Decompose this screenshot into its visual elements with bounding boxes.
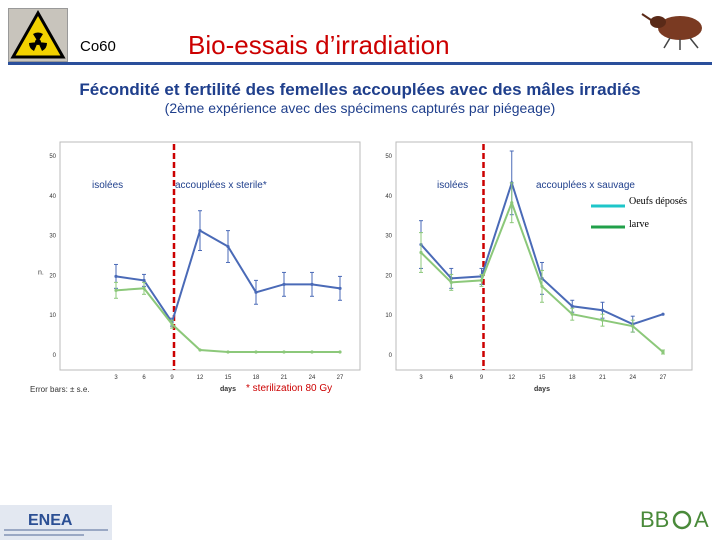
left-x-axis-label: days bbox=[220, 386, 236, 393]
left-data-point bbox=[310, 350, 314, 354]
radiation-warning-icon bbox=[8, 8, 68, 62]
right-x-tick-label: 21 bbox=[599, 375, 606, 381]
error-bars-note: Error bars: ± s.e. bbox=[30, 385, 90, 394]
right-x-tick-label: 27 bbox=[660, 375, 667, 381]
left-region-label-mated: accouplées x sterile* bbox=[175, 180, 267, 191]
left-data-point bbox=[114, 274, 118, 278]
bbca-logo: BB A bbox=[640, 505, 718, 535]
left-x-tick-label: 21 bbox=[281, 375, 288, 381]
left-y-tick-label: 0 bbox=[53, 353, 57, 359]
right-region-label-isolated: isolées bbox=[437, 180, 468, 191]
isotope-label: Co60 bbox=[80, 38, 116, 55]
left-data-point bbox=[142, 286, 146, 290]
right-region-label-mated: accouplées x sauvage bbox=[536, 180, 635, 191]
right-y-tick-label: 50 bbox=[385, 154, 392, 160]
left-data-point bbox=[254, 290, 258, 294]
right-plot-area bbox=[395, 141, 693, 371]
left-x-tick-label: 27 bbox=[337, 375, 344, 381]
right-data-point bbox=[540, 284, 544, 288]
right-x-tick-label: 24 bbox=[629, 375, 636, 381]
left-y-tick-label: 40 bbox=[49, 194, 56, 200]
left-x-tick-label: 12 bbox=[197, 375, 204, 381]
left-x-tick-label: 24 bbox=[309, 375, 316, 381]
right-y-tick-label: 30 bbox=[385, 234, 392, 240]
left-y-tick-label: 10 bbox=[49, 313, 56, 319]
right-x-tick-label: 12 bbox=[508, 375, 515, 381]
left-data-point bbox=[198, 348, 202, 352]
left-y-axis-label: n. bbox=[38, 269, 44, 276]
right-x-axis-label: days bbox=[534, 386, 550, 393]
left-data-point bbox=[254, 350, 258, 354]
right-data-point bbox=[631, 324, 635, 328]
left-data-point bbox=[282, 282, 286, 286]
page-title: Bio-essais d’irradiation bbox=[188, 30, 450, 60]
left-x-tick-label: 15 bbox=[225, 375, 232, 381]
right-data-point bbox=[479, 278, 484, 282]
left-data-point bbox=[114, 288, 118, 292]
right-data-point bbox=[510, 201, 514, 205]
subtitle: Fécondité et fertilité des femelles acco… bbox=[79, 80, 641, 99]
header-divider bbox=[8, 62, 712, 65]
left-y-tick-label: 50 bbox=[49, 154, 56, 160]
left-region-label-isolated: isolées bbox=[92, 180, 123, 191]
left-data-point bbox=[170, 322, 174, 326]
left-y-tick-label: 20 bbox=[49, 273, 56, 279]
left-x-tick-label: 18 bbox=[253, 375, 260, 381]
left-plot-area bbox=[59, 141, 361, 371]
right-x-tick-label: 6 bbox=[450, 375, 454, 381]
svg-text:BB: BB bbox=[640, 507, 669, 532]
left-x-tick-label: 3 bbox=[114, 375, 118, 381]
right-y-tick-label: 10 bbox=[385, 313, 392, 319]
sub-subtitle: (2ème expérience avec des spécimens capt… bbox=[164, 100, 556, 116]
legend-label-eggs: Oeufs déposés bbox=[629, 196, 687, 207]
left-data-point bbox=[226, 244, 230, 249]
right-y-tick-label: 40 bbox=[385, 194, 392, 200]
right-data-point bbox=[449, 280, 453, 284]
right-data-point bbox=[419, 250, 423, 255]
left-data-point bbox=[142, 278, 146, 282]
left-data-point bbox=[310, 282, 314, 286]
weevil-icon bbox=[640, 4, 710, 52]
left-x-tick-label: 6 bbox=[142, 375, 146, 381]
right-y-tick-label: 20 bbox=[385, 273, 392, 279]
svg-text:ENEA: ENEA bbox=[28, 512, 73, 529]
sterilization-footnote: * sterilization 80 Gy bbox=[246, 383, 333, 394]
right-x-tick-label: 3 bbox=[419, 375, 423, 381]
left-data-point bbox=[226, 350, 230, 354]
right-y-tick-label: 0 bbox=[389, 353, 393, 359]
right-data-point bbox=[570, 312, 574, 316]
right-x-tick-label: 9 bbox=[480, 375, 484, 381]
left-data-point bbox=[338, 350, 342, 354]
left-y-tick-label: 30 bbox=[49, 234, 56, 240]
right-x-tick-label: 15 bbox=[539, 375, 546, 381]
right-x-tick-label: 18 bbox=[569, 375, 576, 381]
left-x-tick-label: 9 bbox=[170, 375, 174, 381]
enea-logo: ENEA bbox=[0, 505, 112, 540]
svg-text:A: A bbox=[694, 507, 709, 532]
left-data-point bbox=[338, 286, 342, 290]
left-data-point bbox=[282, 350, 286, 354]
right-data-point bbox=[600, 318, 605, 322]
right-data-point bbox=[661, 350, 665, 354]
legend-label-larvae: larve bbox=[629, 219, 650, 230]
right-data-point bbox=[600, 308, 605, 312]
right-data-point bbox=[661, 312, 665, 316]
left-data-point bbox=[198, 229, 202, 233]
right-data-point bbox=[570, 304, 574, 308]
